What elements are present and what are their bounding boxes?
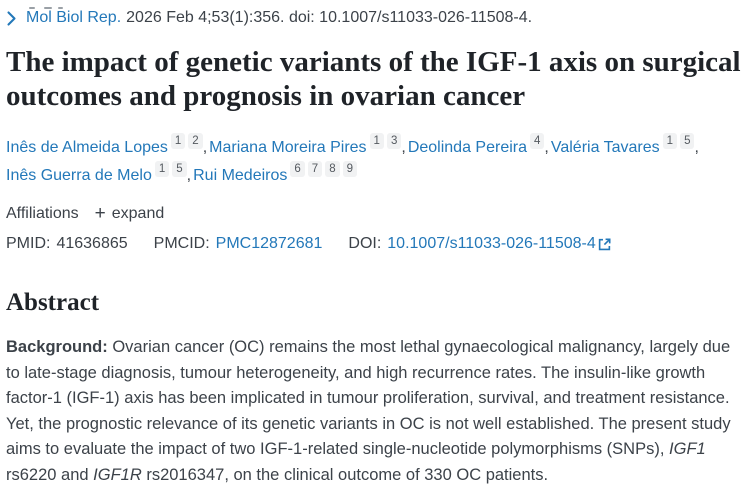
author-link[interactable]: Valéria Tavares	[550, 139, 660, 156]
author: Mariana Moreira Pires 1 3,	[209, 133, 406, 161]
author: Inês Guerra de Melo 1 5,	[6, 161, 191, 189]
abstract-section-label: Background:	[6, 338, 108, 356]
abstract-text-run: Ovarian cancer (OC) remains the most let…	[6, 338, 731, 458]
affiliation-number-chip[interactable]: 7	[307, 161, 323, 177]
author-link[interactable]: Inês Guerra de Melo	[6, 167, 152, 184]
affiliation-number-chip[interactable]: 3	[386, 133, 402, 149]
affiliation-number-chip[interactable]: 1	[154, 161, 170, 177]
author-separator: ,	[401, 139, 406, 156]
author-link[interactable]: Rui Medeiros	[193, 167, 288, 184]
plus-icon: +	[94, 203, 106, 224]
journal-link[interactable]: Mol Biol Rep.	[26, 9, 122, 26]
author-link[interactable]: Mariana Moreira Pires	[209, 139, 367, 156]
article-page: Mol Biol Rep. 2026 Feb 4;53(1):356. doi:…	[0, 7, 750, 500]
affiliation-number-chip[interactable]: 8	[325, 161, 340, 177]
clipped-text-above	[58, 7, 63, 9]
pmid-group: PMID: 41636865	[6, 235, 128, 253]
authors-list: Inês de Almeida Lopes 1 2, Mariana Moreira…	[6, 133, 742, 189]
clipped-text-above	[44, 7, 52, 9]
abstract-heading: Abstract	[6, 289, 100, 316]
author-separator: ,	[544, 139, 549, 156]
abstract-text-run: rs6220 and	[6, 465, 94, 484]
affiliation-number-chip[interactable]: 9	[342, 161, 358, 177]
pmid-value: 41636865	[56, 235, 128, 252]
pmcid-link[interactable]: PMC12872681	[215, 235, 323, 252]
clipped-text-above	[29, 7, 35, 9]
external-link-icon[interactable]	[598, 237, 611, 251]
affiliation-number-chip[interactable]: 1	[170, 133, 186, 149]
affiliation-number-chip[interactable]: 5	[680, 133, 695, 149]
pmcid-label: PMCID:	[153, 235, 210, 252]
author-link[interactable]: Deolinda Pereira	[407, 139, 527, 156]
author: Rui Medeiros 6 7 8 9	[193, 161, 358, 189]
expand-affiliations-button[interactable]: + expand	[94, 203, 165, 224]
author-link[interactable]: Inês de Almeida Lopes	[6, 139, 168, 156]
pmid-label: PMID:	[6, 235, 51, 252]
abstract-text-run: IGF1R	[93, 465, 142, 484]
author-separator: ,	[694, 139, 699, 156]
author: Deolinda Pereira 4,	[408, 133, 549, 161]
expand-label: expand	[111, 205, 165, 222]
affiliations-label: Affiliations	[6, 205, 79, 222]
citation-text: 2026 Feb 4;53(1):356. doi: 10.1007/s1103…	[126, 9, 533, 26]
author-separator: ,	[186, 167, 192, 184]
doi-link[interactable]: 10.1007/s11033-026-11508-4	[387, 235, 596, 252]
affiliation-number-chip[interactable]: 4	[530, 133, 545, 149]
chevron-right-icon[interactable]	[6, 10, 17, 26]
affiliation-number-chip[interactable]: 1	[369, 133, 384, 149]
affiliation-number-chip[interactable]: 1	[662, 133, 678, 149]
doi-group: DOI: 10.1007/s11033-026-11508-4	[348, 235, 611, 253]
affiliation-number-chip[interactable]: 5	[172, 161, 187, 177]
doi-label: DOI:	[348, 235, 382, 252]
abstract-paragraph: Background: Ovarian cancer (OC) remains …	[6, 335, 746, 488]
article-title: The impact of genetic variants of the IG…	[6, 46, 741, 112]
affiliation-number-chip[interactable]: 6	[290, 161, 305, 177]
author: Valéria Tavares 1 5,	[551, 133, 699, 161]
citation-bar: Mol Biol Rep. 2026 Feb 4;53(1):356. doi:…	[6, 7, 742, 29]
author: Inês de Almeida Lopes 1 2,	[6, 133, 207, 161]
abstract-text-run: IGF1	[669, 440, 706, 458]
abstract-text-run: rs2016347, on the clinical outcome of 33…	[141, 465, 549, 484]
author-separator: ,	[202, 139, 208, 156]
affiliation-number-chip[interactable]: 2	[188, 133, 203, 149]
affiliations-row: Affiliations + expand	[6, 203, 742, 224]
pmcid-group: PMCID: PMC12872681	[154, 235, 323, 253]
identifiers-row: PMID: 41636865 PMCID: PMC12872681 DOI: 1…	[6, 235, 742, 253]
